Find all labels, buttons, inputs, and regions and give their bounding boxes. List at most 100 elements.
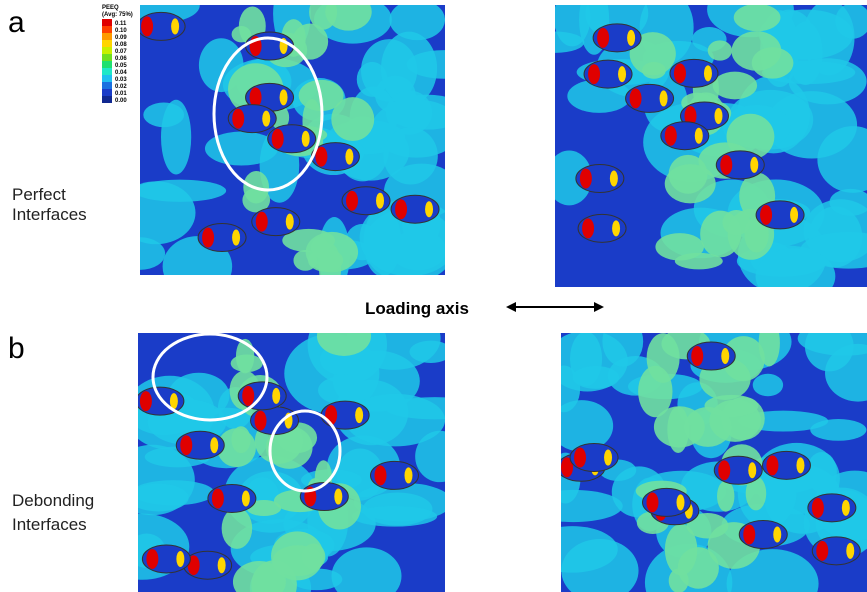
hotspot — [256, 212, 268, 232]
hotspot — [582, 218, 594, 238]
contour-blob — [709, 400, 761, 442]
legend-swatch — [102, 89, 112, 96]
legend-value: 0.05 — [115, 63, 127, 69]
hotspot — [618, 66, 626, 82]
hotspot — [272, 129, 284, 149]
hotspot — [674, 63, 686, 83]
contour-blob — [734, 4, 781, 31]
panel-label: a — [8, 6, 25, 39]
hotspot — [346, 191, 358, 211]
hotspot — [374, 465, 386, 485]
hotspot — [302, 131, 310, 147]
hotspot — [262, 111, 270, 127]
hotspot — [842, 500, 850, 516]
contour-blob — [231, 355, 263, 373]
contour-blob — [293, 250, 317, 271]
legend-swatch — [102, 96, 112, 103]
hotspot — [676, 494, 684, 510]
contour-blob — [708, 40, 732, 60]
contour-blob — [550, 400, 613, 452]
hotspot — [580, 168, 592, 188]
legend-value: 0.04 — [115, 70, 127, 76]
hotspot — [280, 89, 288, 105]
hotspot — [660, 90, 668, 106]
hotspot — [202, 228, 214, 248]
contour-blob — [161, 100, 191, 175]
contour-blob — [722, 210, 750, 235]
panel-label: b — [8, 332, 25, 365]
hotspot — [796, 457, 804, 473]
hotspot — [721, 348, 729, 364]
legend-subtitle: (Avg: 75%) — [102, 12, 133, 18]
contour-blob — [134, 180, 227, 202]
contour-blob — [331, 97, 374, 141]
hotspot — [242, 490, 250, 506]
hotspot — [232, 109, 244, 129]
hotspot — [691, 346, 703, 366]
hotspot — [588, 64, 600, 84]
caption: Interfaces — [12, 205, 87, 224]
legend-swatch — [102, 19, 112, 26]
hotspot — [720, 155, 732, 175]
hotspot — [846, 543, 854, 559]
hotspot — [345, 149, 353, 165]
hotspot — [630, 88, 642, 108]
contour-blob — [602, 316, 643, 367]
hotspot — [176, 551, 184, 567]
contour-blob — [383, 127, 438, 184]
hotspot — [376, 193, 384, 209]
figure: a b Perfect Interfaces Debonding Interfa… — [0, 0, 867, 592]
contour-blob — [319, 243, 341, 292]
hotspot — [773, 527, 781, 543]
contour-blob — [271, 531, 324, 580]
hotspot — [695, 128, 703, 144]
hotspot — [816, 541, 828, 561]
hotspot — [704, 65, 712, 81]
hotspot — [146, 549, 158, 569]
caption: Perfect — [12, 185, 66, 204]
hotspot — [334, 489, 342, 505]
hotspot — [425, 201, 433, 217]
contour-blob — [753, 374, 783, 396]
contour-blob — [756, 248, 836, 304]
hotspot — [212, 488, 224, 508]
contour-blob — [665, 164, 716, 203]
loading-axis-label: Loading axis — [365, 299, 469, 318]
hotspot — [232, 230, 240, 246]
legend-value: 0.02 — [115, 84, 127, 90]
hotspot — [141, 16, 153, 36]
legend-swatch — [102, 33, 112, 40]
hotspot — [743, 525, 755, 545]
caption: Debonding — [12, 491, 94, 510]
hotspot — [272, 388, 280, 404]
contour-blob — [222, 508, 253, 549]
hotspot — [627, 30, 635, 46]
contour-blob — [642, 62, 666, 79]
contour-blob — [788, 21, 823, 85]
contour-blob — [655, 233, 704, 260]
legend-swatch — [102, 47, 112, 54]
contour-blob — [524, 490, 623, 522]
hotspot — [255, 411, 267, 431]
legend-value: 0.01 — [115, 91, 127, 97]
legend-value: 0.00 — [115, 98, 127, 104]
contour-blob — [527, 526, 618, 573]
hotspot — [760, 205, 772, 225]
contour-blob — [713, 72, 757, 100]
hotspot — [404, 467, 412, 483]
legend-value: 0.06 — [115, 56, 127, 62]
hotspot — [395, 199, 407, 219]
hotspot — [766, 455, 778, 475]
hotspot — [218, 557, 226, 573]
legend-swatch — [102, 61, 112, 68]
legend-swatch — [102, 40, 112, 47]
hotspot — [604, 450, 612, 466]
contour-blob — [573, 366, 620, 389]
hotspot — [750, 157, 758, 173]
legend-value: 0.08 — [115, 42, 127, 48]
hotspot — [286, 214, 294, 230]
hotspot — [612, 220, 620, 236]
legend-value: 0.11 — [115, 21, 127, 27]
contour-blob — [678, 547, 719, 589]
hotspot — [790, 207, 798, 223]
